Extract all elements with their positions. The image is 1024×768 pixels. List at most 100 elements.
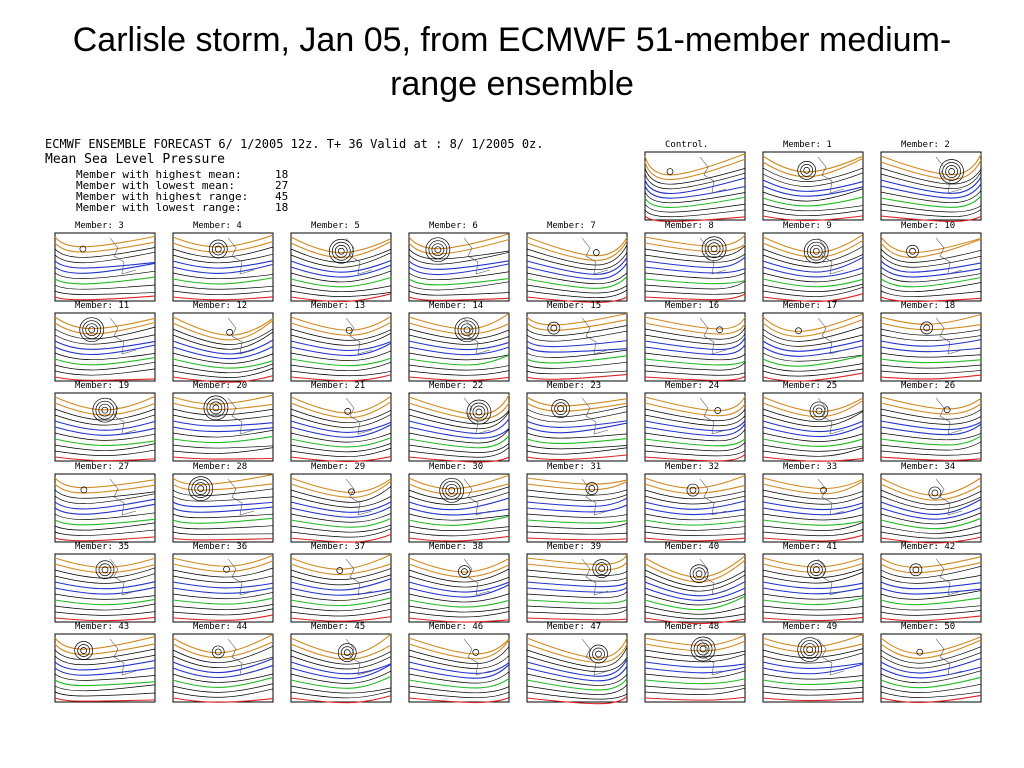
isobar <box>54 290 156 295</box>
isobar <box>54 679 156 687</box>
isobar <box>172 352 274 364</box>
isobar <box>880 266 982 278</box>
mslp-map <box>408 553 510 623</box>
isobar <box>290 685 392 694</box>
isobar <box>290 495 392 508</box>
isobar <box>644 438 746 447</box>
map-frame <box>880 312 982 382</box>
isobar <box>526 561 628 571</box>
mslp-map <box>762 151 864 222</box>
low-contour <box>80 486 88 494</box>
isobar <box>526 257 628 275</box>
isobar <box>54 368 156 376</box>
isobar <box>526 554 628 566</box>
isobar <box>172 664 274 679</box>
coastline <box>463 317 491 355</box>
isobar <box>290 597 392 607</box>
isobar <box>644 327 746 340</box>
isobar <box>290 424 392 438</box>
isobar <box>172 495 274 502</box>
isobar <box>762 679 864 686</box>
isobar <box>762 593 864 600</box>
mslp-map <box>880 312 982 382</box>
isobar <box>172 345 274 360</box>
low-contour <box>795 327 802 335</box>
low-contour <box>554 402 567 415</box>
isobar <box>526 477 628 485</box>
isobar <box>54 247 156 258</box>
isobar <box>290 486 392 503</box>
mslp-map <box>408 633 510 704</box>
isobar <box>408 685 510 694</box>
low-contour <box>85 323 99 337</box>
isobar <box>644 634 746 646</box>
map-frame <box>54 553 156 623</box>
coastline <box>109 478 137 516</box>
mslp-map <box>644 553 746 625</box>
isobar <box>172 676 274 688</box>
low-contour <box>336 567 344 574</box>
isobar <box>172 604 274 610</box>
panel-label: Member: 39 <box>547 542 601 552</box>
isobar <box>880 676 982 689</box>
coastline <box>817 237 845 275</box>
low-contour <box>188 476 214 501</box>
isobar <box>54 420 156 431</box>
isobar <box>880 435 982 446</box>
coastline <box>227 397 255 435</box>
isobar <box>54 581 156 590</box>
map-frame <box>644 312 746 382</box>
isobar <box>762 568 864 579</box>
coastline <box>581 638 609 676</box>
isobar <box>762 529 864 537</box>
isobar <box>644 203 746 213</box>
isobar <box>644 408 746 422</box>
panel-label: Member: 13 <box>311 301 365 311</box>
coastline <box>935 558 963 596</box>
isobar <box>762 157 864 178</box>
low-contour <box>191 479 211 498</box>
panel-label: Member: 30 <box>429 462 483 472</box>
isobar <box>526 276 628 289</box>
isobar <box>54 340 156 350</box>
isobar <box>762 411 864 427</box>
coastline <box>581 237 609 275</box>
coastline <box>581 317 609 355</box>
isobar <box>172 683 274 693</box>
isobar <box>526 646 628 668</box>
mslp-map <box>172 232 274 302</box>
isobar <box>762 256 864 273</box>
isobar <box>290 374 392 382</box>
low-contour <box>906 244 919 258</box>
isobar <box>54 321 156 335</box>
isobar <box>408 411 510 430</box>
isobar <box>762 234 864 254</box>
mslp-map <box>172 392 274 462</box>
isobar <box>880 531 982 539</box>
isobar <box>880 167 982 185</box>
isobar <box>408 233 510 250</box>
isobar <box>172 290 274 295</box>
isobar <box>172 426 274 433</box>
isobar <box>762 477 864 490</box>
isobar <box>762 293 864 302</box>
isobar <box>54 598 156 606</box>
low-contour <box>197 485 205 492</box>
isobar <box>172 597 274 605</box>
isobar <box>54 503 156 515</box>
isobar <box>408 402 510 420</box>
panel-label: Member: 43 <box>75 622 129 632</box>
panel-label: Member: 28 <box>193 462 247 472</box>
low-contour <box>592 249 600 256</box>
panel-label: Member: 22 <box>429 381 483 391</box>
isobar <box>526 575 628 582</box>
isobar <box>762 521 864 531</box>
isobar <box>290 591 392 601</box>
mslp-map <box>172 633 274 703</box>
isobar <box>880 408 982 420</box>
isobar <box>762 326 864 342</box>
panel-label: Member: 44 <box>193 622 247 632</box>
isobar <box>290 447 392 458</box>
forecast-header: ECMWF ENSEMBLE FORECAST 6/ 1/2005 12z. T… <box>45 137 544 151</box>
panel-label: Member: 15 <box>547 301 601 311</box>
